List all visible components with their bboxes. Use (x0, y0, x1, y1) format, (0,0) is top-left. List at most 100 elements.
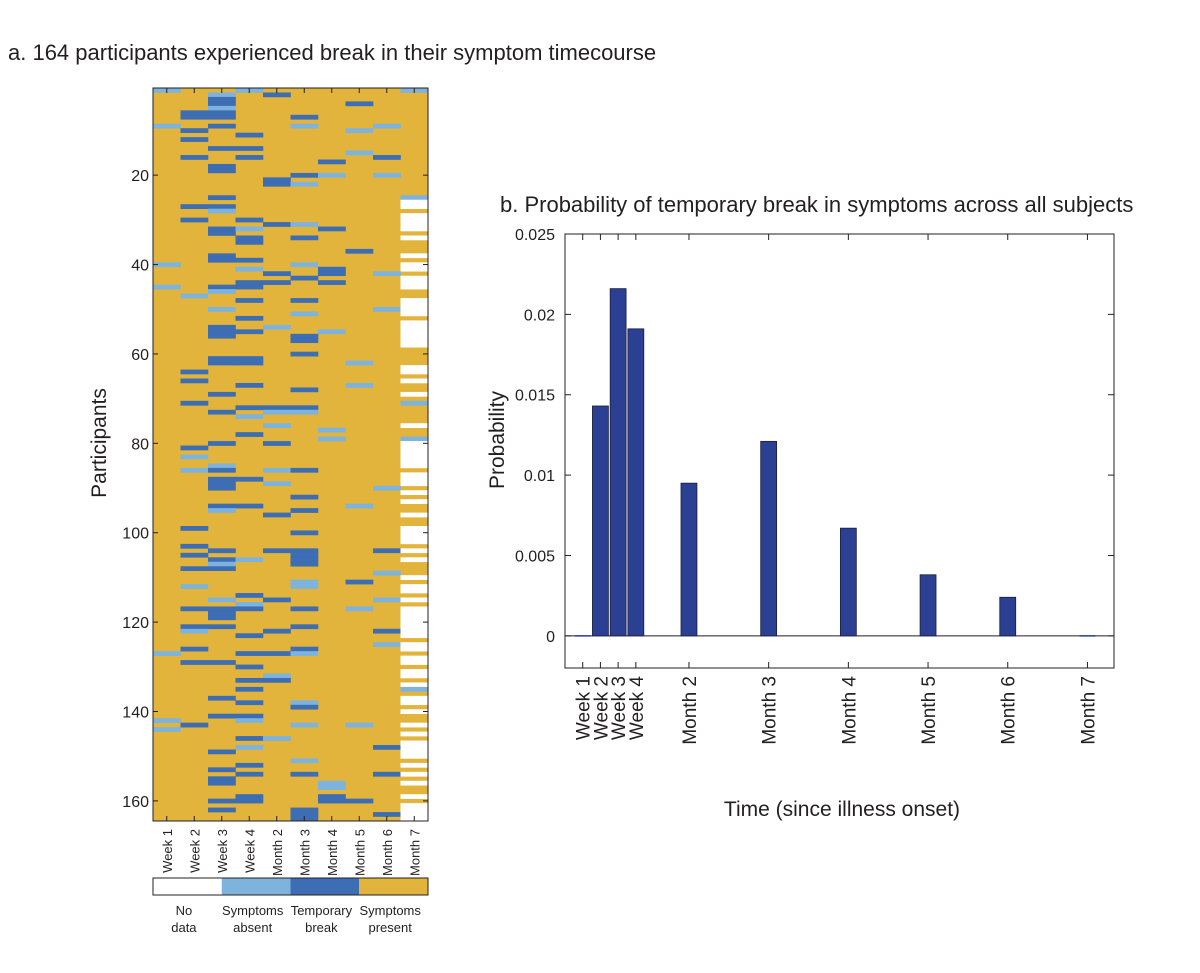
heatmap-cell (400, 624, 429, 630)
x-category-label: Week 4 (627, 676, 648, 741)
heatmap-cell (400, 731, 429, 737)
bar (919, 574, 937, 637)
heatmap-cell (208, 231, 236, 236)
heatmap-cell (208, 615, 236, 621)
heatmap-cell (208, 660, 236, 665)
heatmap-cell (208, 257, 236, 263)
legend-label: Temporary (291, 903, 353, 918)
x-category-label: Month 5 (919, 676, 940, 745)
heatmap-cell (373, 570, 401, 576)
heatmap-cell (400, 472, 429, 478)
heatmap-cell (318, 226, 346, 232)
heatmap-cell (400, 669, 429, 674)
bar (999, 596, 1017, 637)
x-category-label: Month 3 (297, 829, 312, 876)
heatmap-cell (400, 217, 429, 223)
heatmap-cell (400, 646, 429, 652)
heatmap-cell (235, 298, 264, 303)
heatmap-cell (400, 633, 429, 639)
heatmap-cell (263, 324, 291, 330)
heatmap-cell (208, 780, 236, 786)
heatmap-cell (235, 713, 264, 719)
heatmap-cell (263, 280, 291, 285)
x-category-label: Month 7 (1078, 676, 1099, 745)
heatmap-cell (153, 651, 181, 656)
heatmap-cell (235, 686, 264, 692)
heatmap-cell (373, 642, 401, 647)
heatmap-cell (235, 280, 264, 285)
heatmap-cell (263, 222, 291, 227)
legend-frame (152, 877, 429, 896)
x-category-label: Month 6 (999, 676, 1020, 745)
heatmap-cell (290, 758, 319, 764)
bar (760, 440, 778, 637)
heatmap-cell (373, 812, 401, 817)
panel-a-y-axis-label: Participants (88, 388, 111, 498)
heatmap-cell (345, 248, 374, 254)
heatmap-cell (345, 606, 374, 612)
heatmap-cell (290, 181, 319, 187)
heatmap-cell (208, 508, 236, 513)
heatmap-cell (180, 114, 209, 120)
heatmap-cell (345, 360, 374, 366)
legend-label: No (176, 903, 193, 918)
heatmap-cell (318, 280, 346, 285)
heatmap-cell (318, 329, 346, 335)
heatmap-cell (400, 213, 429, 218)
heatmap-cell (400, 740, 429, 746)
heatmap-cell (235, 718, 264, 723)
heatmap-cell (318, 785, 346, 791)
heatmap-cell (290, 548, 319, 554)
heatmap-cell (235, 315, 264, 321)
heatmap-cell (208, 307, 236, 312)
heatmap-cell (208, 767, 236, 773)
heatmap-cell (400, 610, 429, 616)
heatmap-cell (318, 266, 346, 272)
heatmap-cell (235, 601, 264, 607)
x-category-label: Month 3 (760, 676, 781, 745)
heatmap-cell (290, 494, 319, 500)
heatmap-cell (290, 311, 319, 317)
heatmap-cell (400, 745, 429, 750)
heatmap-cell (318, 798, 346, 804)
heatmap-cell (290, 606, 319, 612)
panel-b-title: b. Probability of temporary break in sym… (500, 192, 1133, 217)
heatmap-cell (208, 146, 236, 151)
heatmap-cell (263, 736, 291, 741)
heatmap-cell (290, 222, 319, 227)
heatmap-cell (290, 561, 319, 567)
heatmap-cell (208, 329, 236, 335)
heatmap-cell (290, 771, 319, 777)
heatmap-cell (400, 526, 429, 531)
heatmap-cell (208, 195, 236, 201)
heatmap-cell (345, 722, 374, 728)
heatmap-cell (290, 700, 319, 706)
heatmap-cell (400, 436, 429, 442)
y-tick-label: 20 (131, 168, 149, 185)
heatmap-cell (400, 606, 429, 612)
heatmap-cell (235, 266, 264, 272)
heatmap-cell (400, 771, 429, 777)
heatmap-cell (208, 101, 236, 107)
heatmap-cell (290, 557, 319, 563)
heatmap-cell (235, 700, 264, 706)
heatmap-cell (290, 812, 319, 817)
heatmap-cell (180, 660, 209, 665)
heatmap-cell (208, 289, 236, 294)
legend-swatch (153, 878, 222, 895)
heatmap-cell (400, 530, 429, 536)
heatmap-cell (180, 467, 209, 473)
x-category-label: Month 2 (270, 829, 285, 876)
heatmap-cell (290, 298, 319, 303)
heatmap-cell (345, 382, 374, 388)
heatmap-cell (345, 798, 374, 804)
heatmap-cell (235, 257, 264, 263)
heatmap-frame (152, 87, 429, 822)
heatmap-cell (208, 566, 236, 572)
heatmap-cell (400, 597, 429, 603)
heatmap-cell (400, 753, 429, 759)
heatmap-cell (208, 226, 236, 232)
bar (839, 527, 857, 637)
heatmap-cell (290, 262, 319, 268)
heatmap-cell (180, 646, 209, 652)
